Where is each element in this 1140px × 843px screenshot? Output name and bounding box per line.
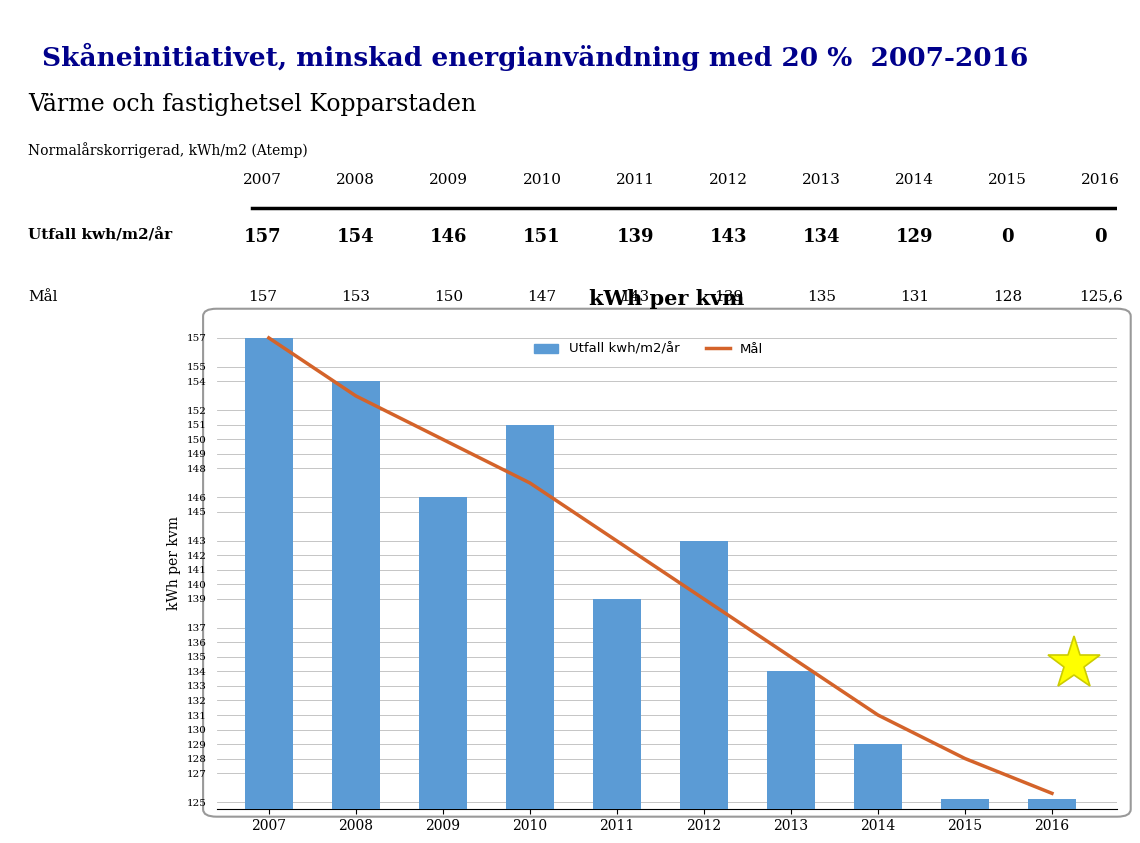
Legend: Utfall kwh/m2/år, Mål: Utfall kwh/m2/år, Mål — [529, 337, 768, 361]
Text: 143: 143 — [709, 228, 747, 245]
Text: 135: 135 — [807, 290, 836, 303]
Text: 131: 131 — [899, 290, 929, 303]
Text: Värme och fastighetsel Kopparstaden: Värme och fastighetsel Kopparstaden — [28, 93, 477, 115]
Text: 154: 154 — [337, 228, 375, 245]
Bar — [593, 599, 641, 843]
Text: 2010: 2010 — [522, 173, 562, 187]
Title: kWh per kvm: kWh per kvm — [589, 289, 744, 309]
Text: 157: 157 — [249, 290, 277, 303]
Bar — [332, 381, 380, 843]
Bar — [1028, 799, 1076, 843]
Text: 134: 134 — [803, 228, 840, 245]
Text: 125,6: 125,6 — [1078, 290, 1123, 303]
Text: 157: 157 — [244, 228, 282, 245]
Bar — [679, 541, 727, 843]
Text: 139: 139 — [714, 290, 743, 303]
Text: 151: 151 — [523, 228, 561, 245]
Bar — [940, 799, 988, 843]
Text: 2009: 2009 — [430, 173, 469, 187]
Text: 2008: 2008 — [336, 173, 375, 187]
Text: 2012: 2012 — [709, 173, 748, 187]
Bar — [418, 497, 466, 843]
Bar — [767, 672, 815, 843]
Text: Normalårskorrigerad, kWh/m2 (Atemp): Normalårskorrigerad, kWh/m2 (Atemp) — [28, 142, 308, 158]
Text: 0: 0 — [1094, 228, 1107, 245]
Text: 0: 0 — [1001, 228, 1015, 245]
Text: 2007: 2007 — [243, 173, 282, 187]
Y-axis label: kWh per kvm: kWh per kvm — [168, 516, 181, 609]
Text: 128: 128 — [993, 290, 1023, 303]
Text: 139: 139 — [617, 228, 654, 245]
Text: 143: 143 — [620, 290, 650, 303]
FancyBboxPatch shape — [203, 309, 1131, 817]
Text: Mål: Mål — [28, 290, 58, 303]
Text: 2011: 2011 — [616, 173, 654, 187]
Text: Skåneinitiativet, minskad energianvändning med 20 %  2007-2016: Skåneinitiativet, minskad energianvändni… — [41, 43, 1028, 71]
Text: 129: 129 — [896, 228, 934, 245]
Text: 147: 147 — [528, 290, 556, 303]
Text: 2013: 2013 — [803, 173, 841, 187]
Text: Utfall kwh/m2/år: Utfall kwh/m2/år — [28, 228, 172, 242]
Bar — [506, 425, 554, 843]
Text: 150: 150 — [434, 290, 464, 303]
Text: 2015: 2015 — [988, 173, 1027, 187]
Text: 2014: 2014 — [895, 173, 934, 187]
Bar — [854, 744, 902, 843]
Text: 2016: 2016 — [1082, 173, 1121, 187]
Text: 153: 153 — [341, 290, 371, 303]
Text: 146: 146 — [430, 228, 467, 245]
Bar — [245, 338, 293, 843]
